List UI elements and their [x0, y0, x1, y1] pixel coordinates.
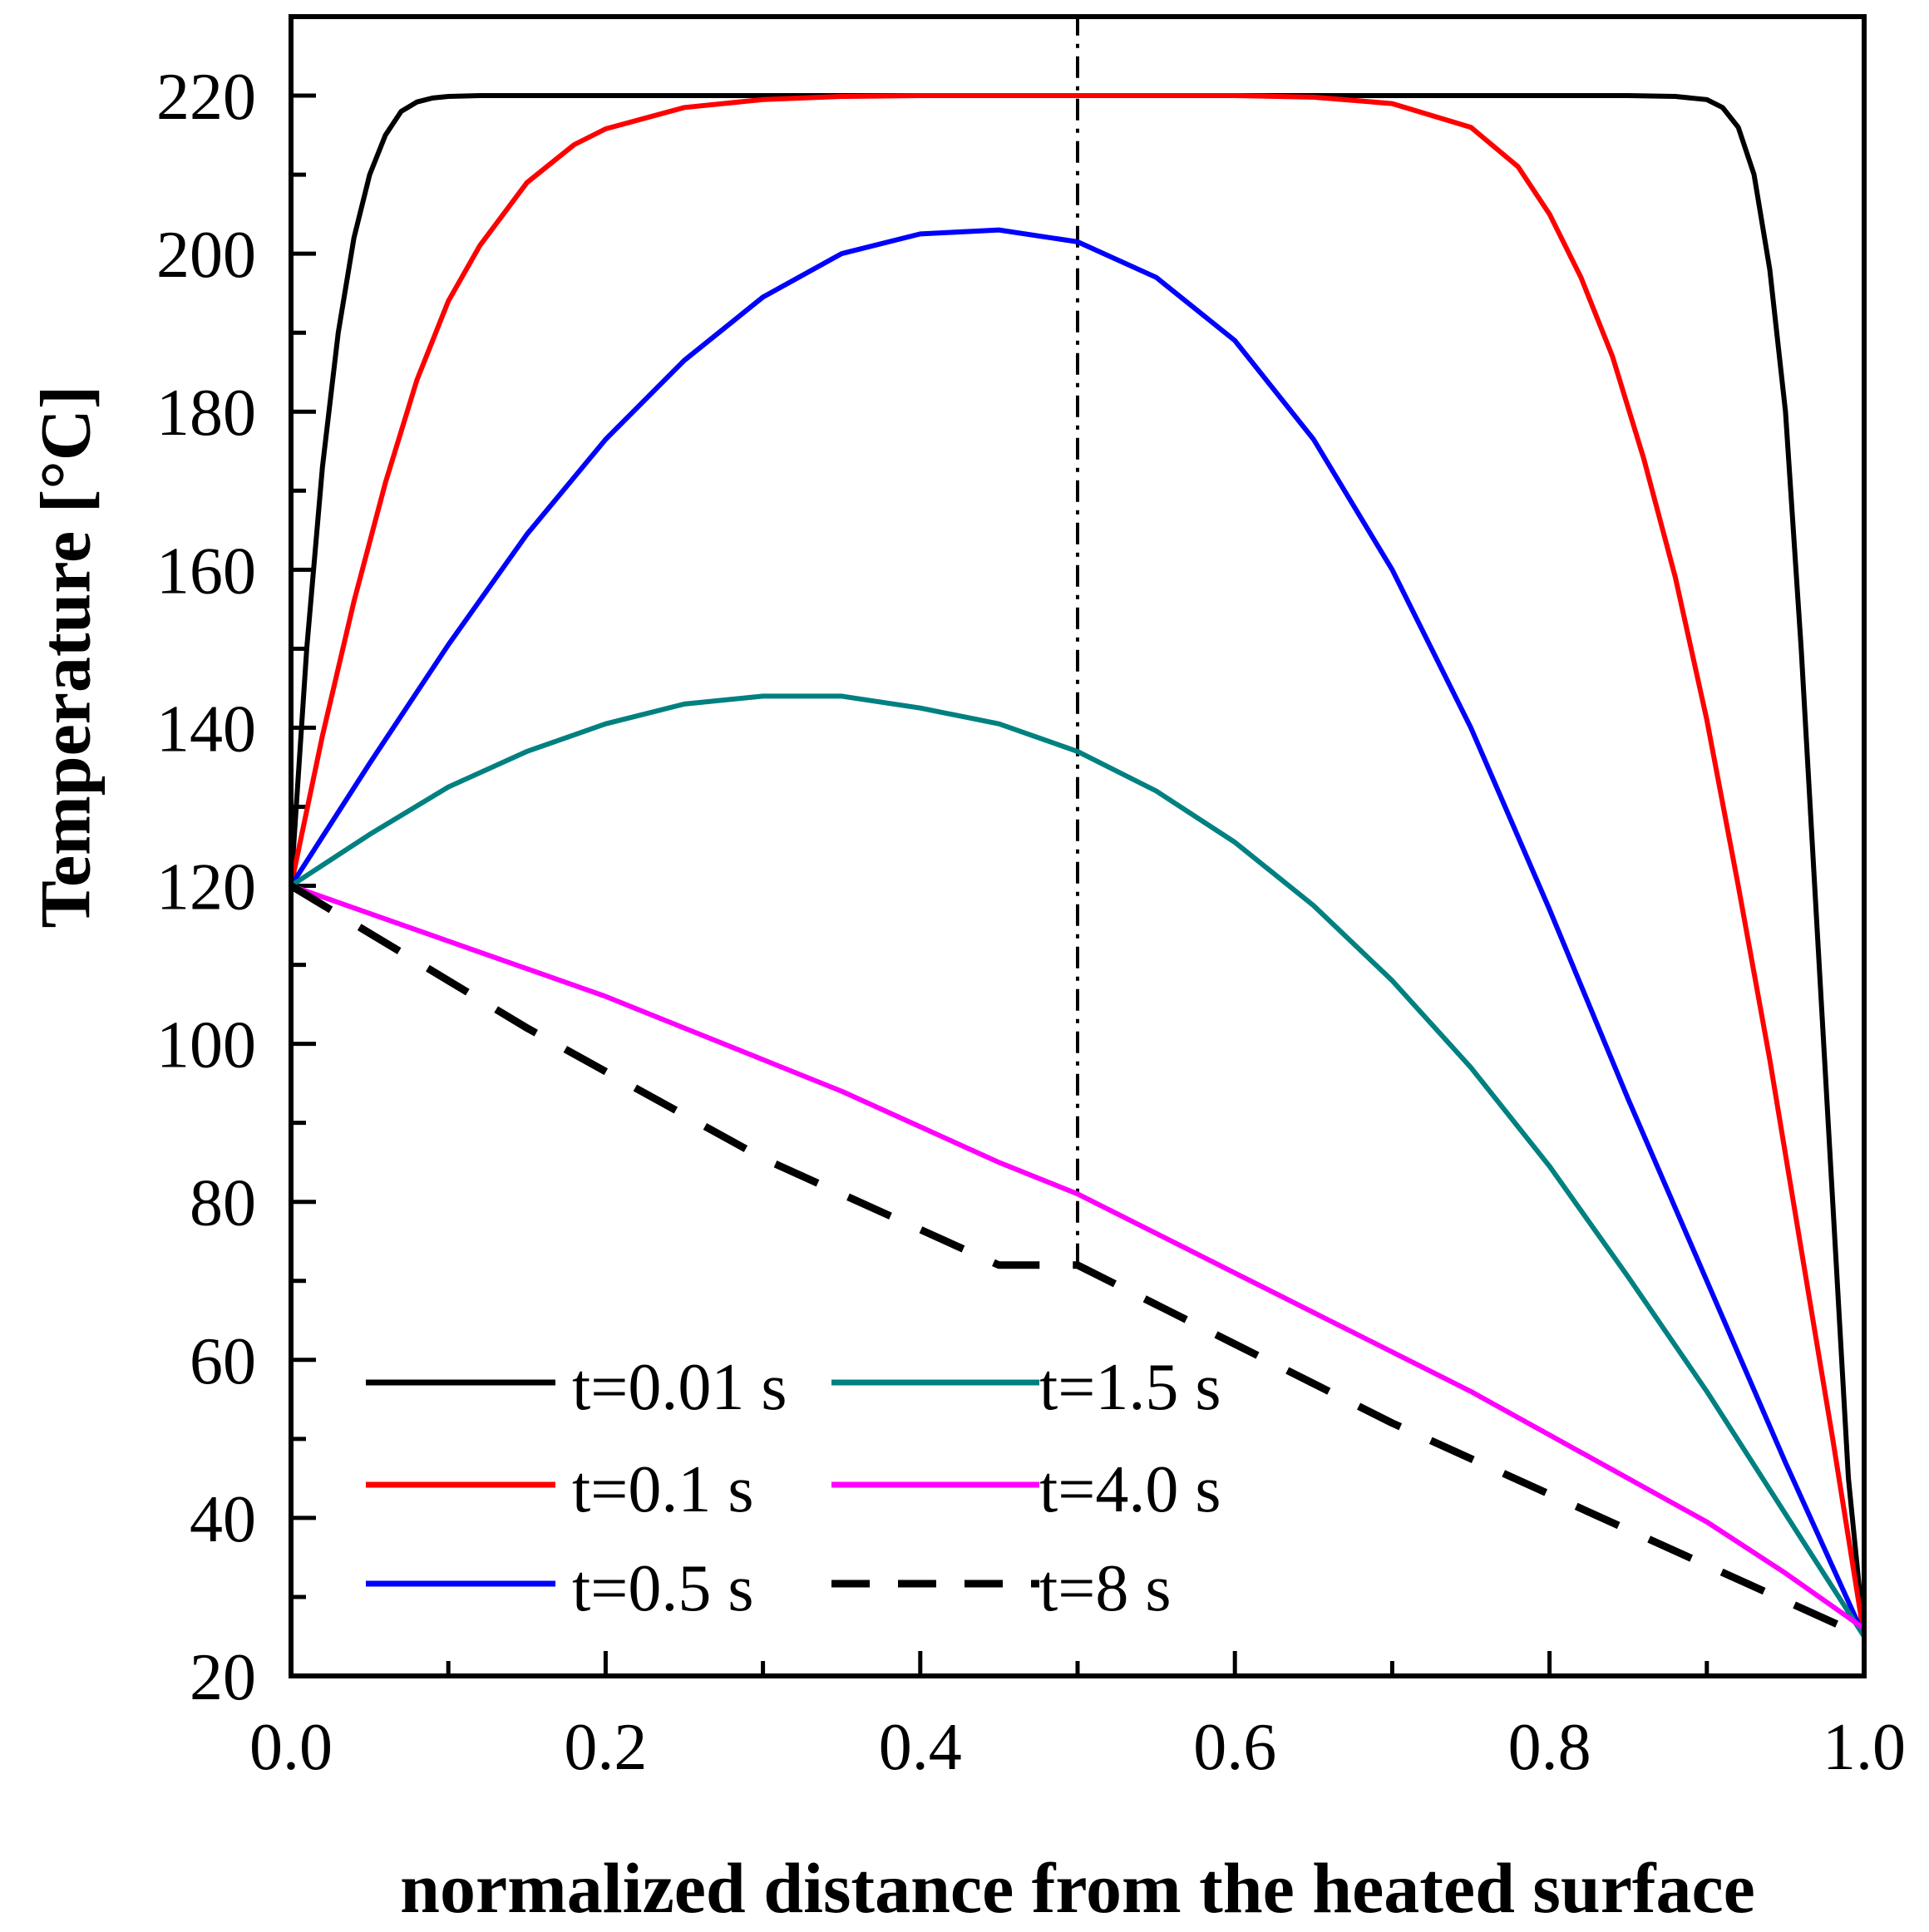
x-tick-label: 0.0 [249, 1711, 333, 1784]
x-axis-title: normalized distance from the heated surf… [400, 1848, 1755, 1928]
y-tick-label: 100 [156, 1009, 256, 1082]
y-tick-label: 60 [190, 1325, 256, 1398]
y-tick-label: 180 [156, 377, 256, 450]
y-axis-title: Temperature [°C] [26, 386, 106, 929]
x-tick-label: 0.4 [879, 1711, 962, 1784]
legend: t=0.01 s t=0.1 s t=0.5 s t=1.5 s t=4.0 s t=8 … [366, 1351, 1221, 1625]
y-tick-label: 140 [156, 692, 256, 766]
y-axis-ticks: 20 40 60 80 100 120 140 160 180 200 220 [156, 14, 316, 1714]
legend-label: t=0.1 s [572, 1453, 753, 1526]
legend-label: t=1.5 s [1039, 1351, 1221, 1424]
series-line-t-4-0-s [290, 883, 1866, 1631]
x-axis-ticks: 0.0 0.2 0.4 0.6 0.8 1.0 [249, 1651, 1906, 1784]
y-tick-label: 20 [190, 1641, 256, 1714]
legend-label: t=0.01 s [572, 1351, 787, 1424]
series-line-t-0-1-s [289, 93, 1867, 1637]
legend-label: t=0.5 s [572, 1552, 753, 1625]
x-tick-label: 0.6 [1193, 1711, 1276, 1784]
series-line-t-1-5-s [289, 693, 1867, 1639]
y-tick-label: 200 [156, 219, 256, 292]
legend-label: t=8 s [1039, 1552, 1171, 1625]
y-tick-label: 80 [190, 1167, 256, 1240]
x-tick-label: 0.8 [1508, 1711, 1591, 1784]
x-tick-label: 0.2 [564, 1711, 647, 1784]
y-tick-label: 220 [156, 61, 256, 134]
plot-frame [289, 14, 1867, 1678]
y-tick-label: 160 [156, 535, 256, 608]
series-layer [289, 93, 1867, 1640]
series-line-t-0-5-s [289, 227, 1867, 1638]
legend-label: t=4.0 s [1039, 1453, 1221, 1526]
x-tick-label: 1.0 [1823, 1711, 1906, 1784]
series-line-t-8-s [289, 882, 1866, 1640]
y-tick-label: 120 [156, 851, 256, 924]
y-tick-label: 40 [190, 1483, 256, 1556]
